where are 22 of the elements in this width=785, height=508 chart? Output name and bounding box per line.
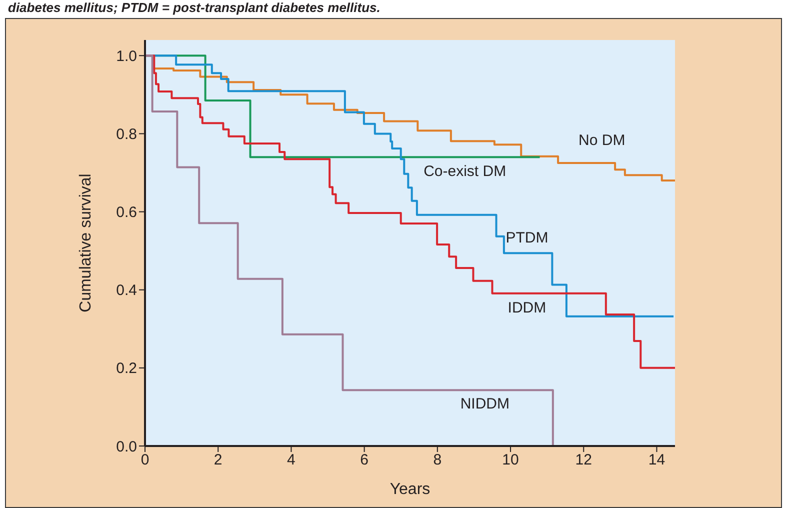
series-label: PTDM	[506, 229, 548, 246]
y-tick-label: 0.8	[116, 126, 137, 144]
x-tick-label: 0	[140, 452, 150, 469]
x-tick-label: 8	[433, 452, 442, 469]
x-tick-label: 6	[360, 452, 368, 469]
x-tick-label: 14	[648, 452, 666, 469]
y-tick-label: 0.2	[116, 360, 137, 378]
x-tick-label: 4	[287, 452, 296, 469]
x-tick-label: 10	[502, 452, 519, 469]
x-tick-label: 12	[575, 452, 592, 469]
y-axis-title: Cumulative survival	[78, 174, 95, 312]
x-axis-title: Years	[390, 481, 430, 498]
series-label: NIDDM	[460, 395, 510, 412]
text: diabetes mellitus; PTDM = post-transplant diabetes mellitus.	[8, 0, 380, 15]
series-label: IDDM	[508, 300, 546, 317]
series-label: No DM	[578, 132, 626, 149]
y-tick-label: 0.0	[116, 438, 137, 456]
y-tick-label: 0.4	[116, 282, 137, 300]
y-tick-label: 0.6	[116, 204, 137, 222]
series-label: Co-exist DM	[424, 163, 506, 180]
x-tick-label: 2	[214, 452, 222, 469]
y-tick-label: 1.0	[116, 48, 137, 65]
